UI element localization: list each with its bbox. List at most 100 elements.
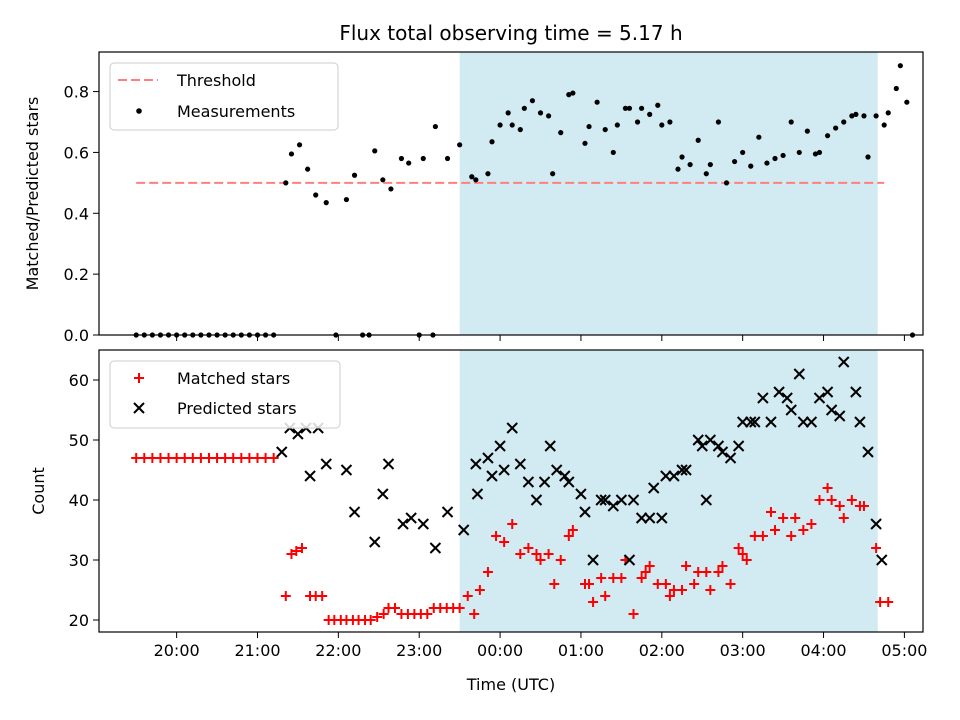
predicted-star-point xyxy=(382,458,395,470)
figure-title: Flux total observing time = 5.17 h xyxy=(339,21,682,45)
matched-star-point xyxy=(757,531,768,541)
predicted-star-point xyxy=(692,434,704,446)
matched-star-point xyxy=(499,537,510,547)
matched-star-point xyxy=(689,579,700,589)
measurement-point xyxy=(420,155,426,162)
matched-star-point xyxy=(567,525,578,535)
predicted-star-point xyxy=(369,536,381,548)
measurement-point xyxy=(772,155,778,162)
matched-star-point xyxy=(462,591,473,601)
matched-star-point xyxy=(806,519,817,529)
bottom-legend: Matched stars Predicted stars xyxy=(109,360,341,429)
top-y-tick-label: 0.6 xyxy=(64,143,89,162)
matched-star-point xyxy=(677,585,688,595)
bottom-y-ticks: 20 30 40 50 60 xyxy=(69,371,99,630)
predicted-star-point xyxy=(821,386,834,398)
measurement-point xyxy=(432,123,438,130)
measurement-point xyxy=(748,163,754,169)
predicted-star-point xyxy=(530,494,543,506)
matched-star-point xyxy=(826,495,837,505)
measurement-point xyxy=(695,137,701,143)
x-tick-label: 20:00 xyxy=(154,641,200,660)
measurement-point xyxy=(586,123,592,130)
measurement-point xyxy=(529,98,536,104)
predicted-star-point xyxy=(514,458,527,470)
predicted-star-point xyxy=(805,416,818,428)
predicted-star-point xyxy=(579,506,591,518)
measurement-point xyxy=(406,160,412,166)
measurement-point xyxy=(622,105,629,111)
top-y-tick-label: 0.0 xyxy=(64,326,89,345)
measurements-legend-label: Measurements xyxy=(177,102,295,121)
top-legend-box xyxy=(109,62,339,131)
measurement-point xyxy=(398,155,405,162)
predicted-star-point xyxy=(732,440,745,452)
measurement-point xyxy=(505,110,511,116)
top-y-axis-label: Matched/Predicted stars xyxy=(23,97,42,291)
matched-star-point xyxy=(482,567,493,577)
measurements-legend-swatch xyxy=(136,108,142,114)
x-axis-label: Time (UTC) xyxy=(466,675,555,694)
predicted-star-point xyxy=(544,440,556,452)
measurement-point xyxy=(521,105,527,111)
top-legend: Threshold Measurements xyxy=(109,62,339,131)
measurement-point xyxy=(723,180,730,186)
measurement-point xyxy=(904,99,910,105)
matched-stars-legend-swatch xyxy=(134,373,144,383)
predicted-star-point xyxy=(607,500,619,512)
measurement-point xyxy=(283,180,289,186)
predicted-star-point xyxy=(656,512,668,524)
measurement-point xyxy=(388,186,394,192)
measurement-point xyxy=(351,172,358,178)
predicted-star-point xyxy=(797,416,810,428)
matched-star-point xyxy=(317,591,328,601)
predicted-star-point xyxy=(550,464,563,476)
measurement-point xyxy=(764,160,770,166)
matched-star-point xyxy=(705,585,716,595)
predicted-star-point xyxy=(838,356,850,368)
matched-star-point xyxy=(778,513,789,523)
matched-star-point xyxy=(596,573,607,583)
predicted-star-point xyxy=(765,416,777,428)
measurement-point xyxy=(703,171,709,177)
bottom-axes: 20 30 40 50 60 20:00 21:00 22:00 23:00 00:00 01:0… xyxy=(29,349,927,694)
bottom-y-tick-label: 40 xyxy=(69,491,89,510)
matched-star-point xyxy=(713,567,724,577)
measurement-point xyxy=(853,111,859,117)
measurement-point xyxy=(679,154,685,160)
matched-star-point xyxy=(733,543,744,553)
measurement-point xyxy=(667,119,673,125)
matched-star-point xyxy=(737,549,748,559)
measurement-point xyxy=(707,161,713,168)
x-tick-label: 00:00 xyxy=(477,641,523,660)
predicted-star-point xyxy=(749,416,761,428)
predicted-star-point xyxy=(724,452,737,464)
bottom-observing-window-shade xyxy=(459,350,878,632)
x-tick-label: 22:00 xyxy=(315,641,361,660)
matched-star-point xyxy=(883,597,894,607)
matched-star-point xyxy=(786,531,797,541)
predicted-star-point xyxy=(441,506,454,518)
predicted-star-point xyxy=(834,410,846,422)
predicted-star-point xyxy=(599,494,611,506)
x-tick-label: 03:00 xyxy=(720,641,766,660)
measurement-point xyxy=(816,149,823,156)
matched-star-point xyxy=(660,579,671,589)
bottom-y-tick-label: 50 xyxy=(69,431,89,450)
measurement-point xyxy=(638,105,645,111)
measurement-point xyxy=(343,196,350,203)
matched-star-point xyxy=(798,525,809,535)
predicted-star-point xyxy=(680,464,692,476)
predicted-star-point xyxy=(457,524,470,536)
measurement-point xyxy=(796,149,802,156)
measurement-point xyxy=(305,166,311,172)
measurement-point xyxy=(659,122,665,128)
matched-star-point xyxy=(584,579,595,589)
predicted-star-point xyxy=(876,554,888,566)
predicted-star-point xyxy=(648,482,660,494)
measurement-point xyxy=(457,142,463,148)
x-tick-label: 23:00 xyxy=(396,641,442,660)
matched-star-point xyxy=(600,591,611,601)
measurement-point xyxy=(897,63,903,69)
measurement-point xyxy=(602,126,608,133)
